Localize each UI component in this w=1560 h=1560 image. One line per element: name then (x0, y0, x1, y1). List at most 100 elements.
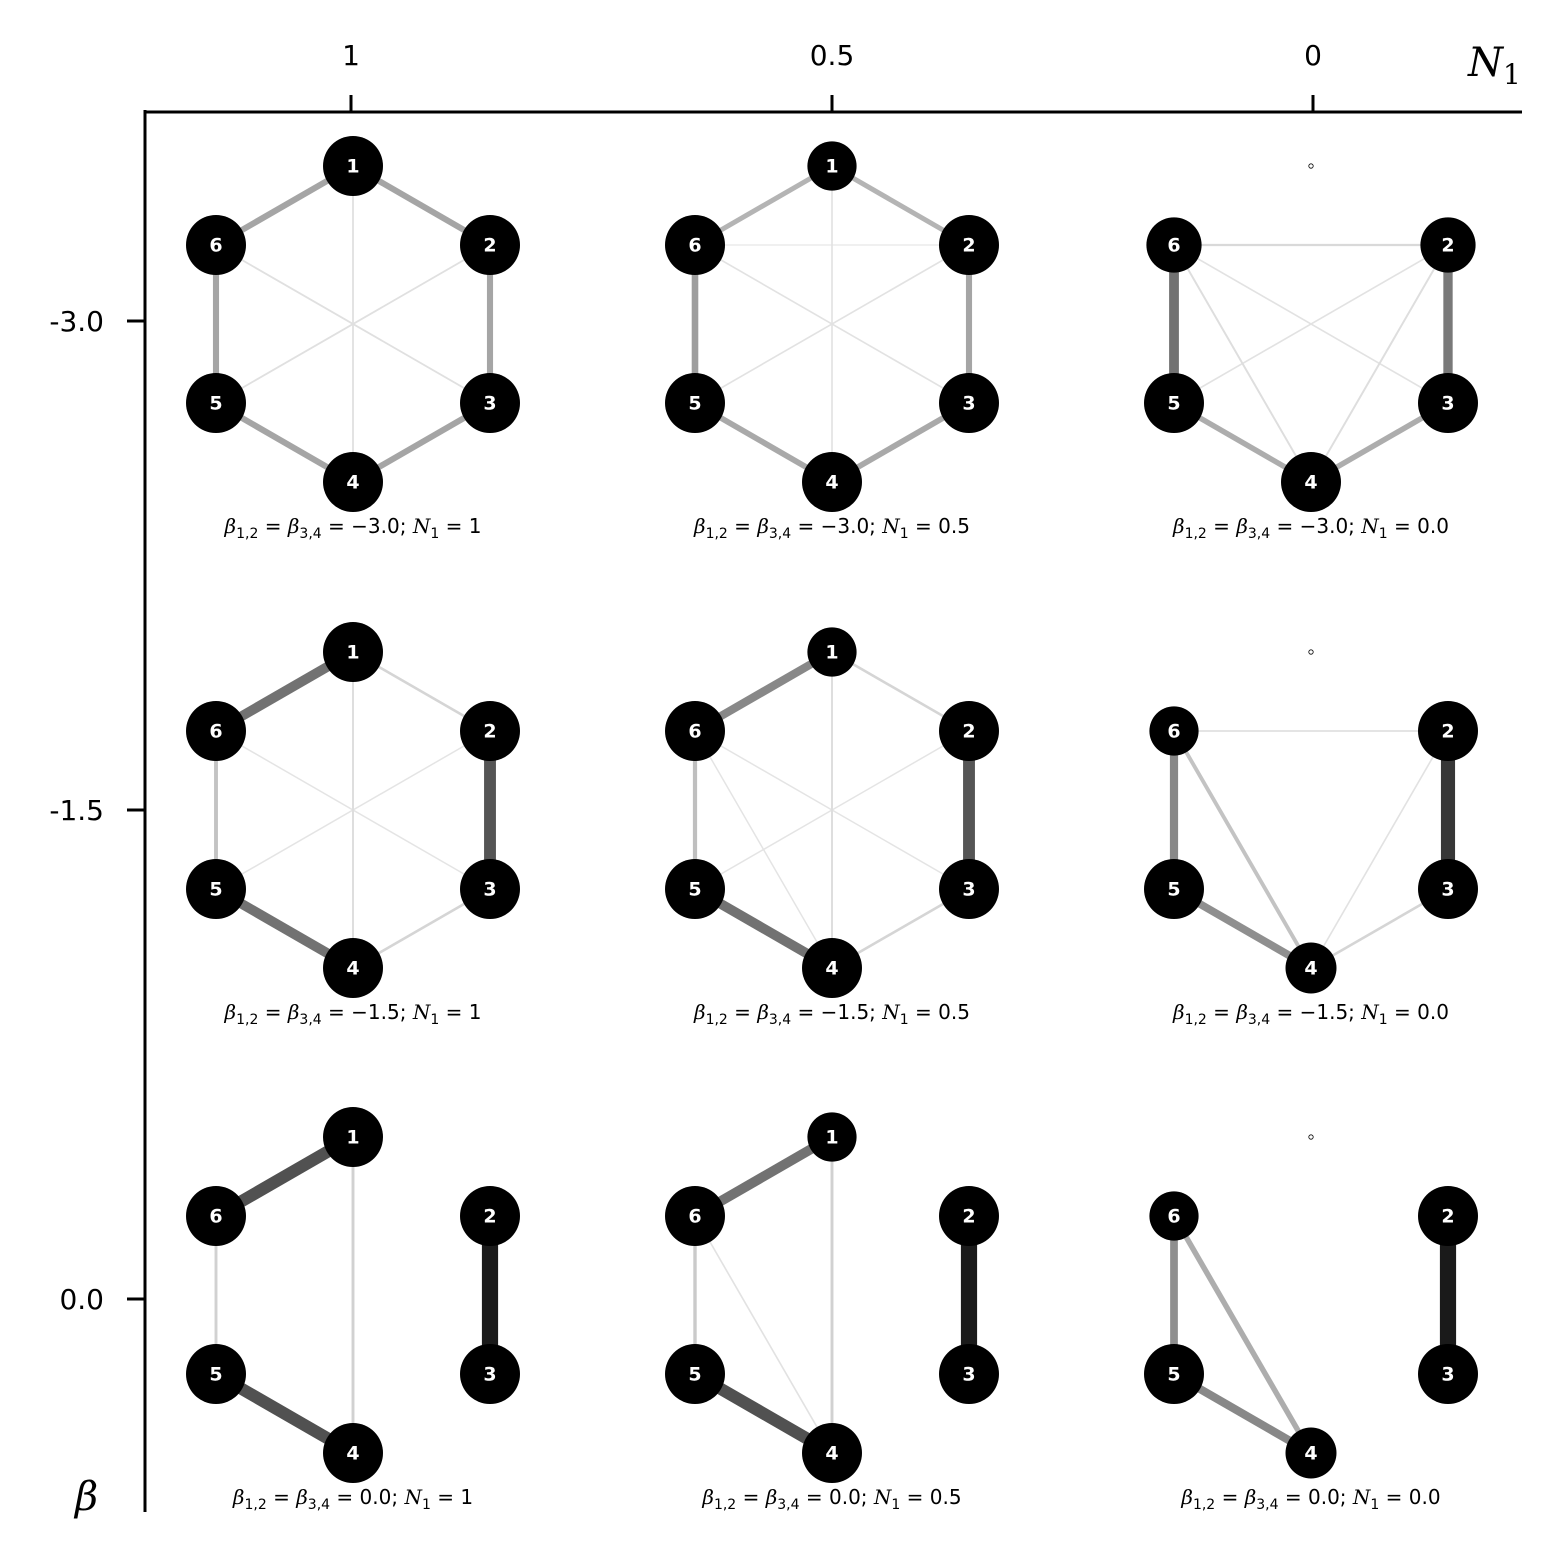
graph-node-label: 6 (1167, 1206, 1180, 1228)
graph-node (1418, 1186, 1478, 1246)
graph-node-label: 5 (688, 393, 701, 415)
graph-node (323, 452, 383, 512)
panel-caption-part: = −3.0; (791, 514, 882, 538)
graph-node-label: 5 (1167, 393, 1180, 415)
panel-caption-part: = 1 (431, 1485, 473, 1509)
panel-caption: β1,2 = β3,4 = −1.5; N1 = 1 (224, 1000, 482, 1028)
graph-node-label: 6 (209, 235, 222, 257)
x-axis-name-sub: 1 (1503, 58, 1521, 91)
graph-node-label: 5 (209, 879, 222, 901)
y-tick-label-2: -1.5 (49, 794, 104, 827)
panel-caption-part: N (1360, 1000, 1380, 1024)
graph-node-collapsed (1308, 163, 1314, 169)
graph-node-label: 4 (825, 472, 838, 494)
graph-node (939, 859, 999, 919)
panel-caption-part: = 0.0; (800, 1485, 874, 1509)
panel-caption-part: 1,2 (1185, 1012, 1207, 1028)
graph-node (939, 1186, 999, 1246)
panel-caption-part: N (881, 1000, 901, 1024)
panel-caption-part: 1,2 (236, 1012, 258, 1028)
graph-node-label: 1 (825, 156, 838, 178)
panel-caption: β1,2 = β3,4 = 0.0; N1 = 0.0 (1180, 1485, 1440, 1513)
panel-caption-part: 1 (422, 1497, 431, 1513)
graph-node-label: 1 (825, 642, 838, 664)
y-tick-label-1: -3.0 (49, 305, 104, 338)
graph-node (323, 938, 383, 998)
panel-caption-part: 1 (1379, 1012, 1388, 1028)
panel-caption-part: = 0.0; (1279, 1485, 1353, 1509)
graph-edge (694, 730, 833, 969)
graph-edge (1310, 730, 1449, 969)
graph-node-label: 2 (962, 721, 975, 743)
panel-caption-part: 1,2 (236, 526, 258, 542)
graph-node (807, 627, 857, 677)
graph-node (665, 701, 725, 761)
graph-node-collapsed (1308, 649, 1314, 655)
panel-caption-part: N (412, 514, 432, 538)
panel-caption-part: N (881, 514, 901, 538)
graph-node (807, 1112, 857, 1162)
graph-node-label: 3 (1441, 393, 1454, 415)
panel-caption-part: β (287, 514, 300, 538)
graph-node (665, 215, 725, 275)
graph-node-label: 4 (1304, 958, 1317, 980)
graph-node (665, 1186, 725, 1246)
graph-node (802, 938, 862, 998)
panel-caption-part: = −1.5; (322, 1000, 413, 1024)
graph-node (323, 1107, 383, 1167)
graph-node (1149, 1191, 1199, 1241)
graph-node-label: 5 (688, 879, 701, 901)
panel-caption-part: 1,2 (706, 526, 728, 542)
panel-caption-part: 1,2 (1193, 1497, 1215, 1513)
graph-edge (694, 1215, 833, 1454)
graph-node-label: 6 (209, 1206, 222, 1228)
graph-node-label: 6 (688, 721, 701, 743)
panel-caption-part: 1 (430, 526, 439, 542)
graph-node (1418, 1344, 1478, 1404)
panel-caption-part: N (403, 1485, 423, 1509)
x-tick-label-3: 0 (1304, 39, 1322, 72)
graph-edge (1173, 244, 1449, 404)
panel-caption-part: β (1244, 1485, 1257, 1509)
panel-caption-part: = 0.5 (900, 1485, 961, 1509)
graph-node (939, 215, 999, 275)
graph-node-label: 3 (483, 879, 496, 901)
panel-caption-part: = 1 (439, 1000, 481, 1024)
graph-node-label: 3 (483, 393, 496, 415)
graph-node (1144, 859, 1204, 919)
panel-caption-part: 3,4 (1256, 1497, 1278, 1513)
graph-node (323, 622, 383, 682)
graph-node (323, 1423, 383, 1483)
panel-caption-part: β (756, 514, 769, 538)
panel-caption-part: = (728, 1000, 757, 1024)
graph-node-label: 1 (825, 1127, 838, 1149)
panel-caption-part: 1,2 (714, 1497, 736, 1513)
panel-caption-part: 1,2 (706, 1012, 728, 1028)
graph-node (1281, 452, 1341, 512)
panel-caption-part: β (287, 1000, 300, 1024)
graph-node-label: 2 (483, 721, 496, 743)
graph-node (665, 1344, 725, 1404)
panel-caption: β1,2 = β3,4 = −3.0; N1 = 0.0 (1172, 514, 1449, 542)
graph-node-label: 2 (962, 235, 975, 257)
y-axis-name: β (73, 1474, 98, 1520)
panel-caption-part: N (873, 1485, 893, 1509)
panel-caption-part: β (1235, 514, 1248, 538)
graph-node (802, 452, 862, 512)
panel-caption-part: 3,4 (1248, 526, 1270, 542)
panel-caption-part: 3,4 (777, 1497, 799, 1513)
x-axis-name: N1 (1467, 40, 1521, 91)
panel-caption-part: 1,2 (1185, 526, 1207, 542)
panel-caption-part: = −3.0; (1270, 514, 1361, 538)
graph-node-label: 5 (209, 1364, 222, 1386)
graph-node-label: 4 (1304, 1443, 1317, 1465)
panel-caption-part: = 1 (439, 514, 481, 538)
panel-caption-part: β (693, 514, 706, 538)
panel-caption-part: = −1.5; (1270, 1000, 1361, 1024)
graph-node-label: 5 (1167, 879, 1180, 901)
graph-node (460, 1186, 520, 1246)
